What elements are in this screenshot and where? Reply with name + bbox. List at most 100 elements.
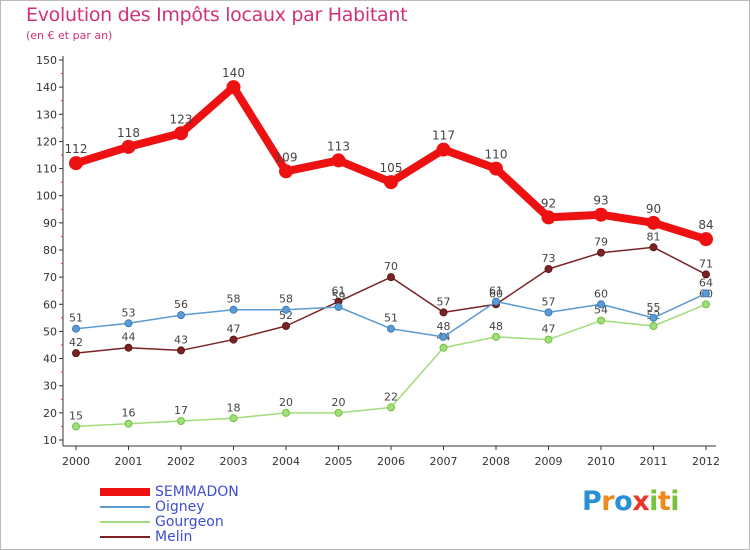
data-point [597,300,605,309]
y-tick-label: 20 [43,407,57,420]
data-point [334,408,343,417]
data-label: 20 [279,396,293,409]
data-label: 16 [122,407,136,420]
x-tick-label: 2007 [430,455,458,468]
data-label: 90 [646,202,661,216]
data-label: 59 [332,290,346,303]
data-label: 73 [542,252,556,265]
data-point [177,346,185,355]
data-point [702,270,710,279]
x-tick-label: 2004 [272,455,300,468]
data-point [597,248,605,257]
data-point [541,210,556,225]
chart-title: Evolution des Impôts locaux par Habitant [26,4,408,26]
logo-letter: i [670,486,680,517]
data-label: 60 [489,287,503,300]
data-label: 58 [279,293,293,306]
data-label: 17 [174,404,188,417]
data-label: 110 [485,148,508,162]
data-label: 42 [69,336,83,349]
data-point [544,335,553,344]
data-label: 44 [122,331,136,344]
legend-swatch [100,521,150,523]
data-point [387,273,395,282]
data-point [649,243,658,252]
data-point [597,316,605,325]
data-point [124,319,133,328]
data-label: 84 [698,218,713,232]
x-tick-label: 2012 [692,455,720,468]
data-label: 54 [594,304,608,317]
data-point [439,308,448,317]
data-point [544,265,553,273]
x-tick-label: 2011 [640,455,668,468]
data-point [229,305,238,314]
data-point [174,126,188,141]
proxiti-logo: Proxiti [582,486,680,517]
data-label: 118 [117,126,140,140]
data-point [121,139,136,154]
data-label: 93 [593,194,608,208]
x-tick-label: 2008 [482,455,510,468]
x-tick-label: 2006 [377,455,405,468]
legend-label: SEMMADON [155,484,239,500]
y-tick-label: 80 [43,244,57,257]
data-point [282,408,290,417]
data-point [702,289,710,298]
data-label: 47 [542,323,556,336]
data-label: 112 [65,142,88,156]
data-point [229,335,238,344]
data-label: 57 [542,295,556,308]
data-point [649,313,658,322]
data-point [72,324,80,333]
y-tick-label: 70 [43,271,57,284]
logo-letter: o [614,486,633,517]
data-label: 92 [541,196,556,210]
x-tick-label: 2001 [115,455,143,468]
data-point [124,343,133,352]
data-point [177,311,185,320]
data-point [282,322,290,330]
data-label: 47 [227,323,241,336]
data-label: 55 [647,301,661,314]
data-point [702,300,710,309]
y-tick-label: 130 [36,108,57,121]
data-point [492,297,500,306]
data-point [226,80,241,95]
data-point [124,419,133,428]
data-label: 70 [384,260,398,273]
data-label: 71 [699,257,713,270]
data-point [279,164,293,179]
y-tick-label: 150 [36,54,57,67]
data-label: 15 [69,409,83,422]
data-point [384,175,398,190]
data-point [387,403,395,412]
data-point [646,215,661,230]
y-tick-label: 140 [36,81,57,94]
x-tick-label: 2003 [220,455,248,468]
series-melin: 42 44 43 47 52 61 70 57 60 73 79 81 71 [69,230,713,358]
data-point [72,422,80,431]
data-label: 51 [69,312,83,325]
data-label: 123 [170,112,193,126]
logo-letter: t [657,486,671,517]
data-label: 105 [380,161,403,175]
data-label: 57 [437,295,451,308]
data-point [334,303,343,311]
data-point [594,207,608,222]
data-label: 61 [332,285,346,298]
data-label: 22 [384,390,398,403]
x-tick-label: 2005 [325,455,353,468]
data-label: 53 [122,306,136,319]
data-point [439,332,448,341]
data-point [544,308,553,317]
data-label: 52 [279,309,293,322]
data-point [439,343,448,352]
data-label: 79 [594,236,608,249]
series-oigney: 51 53 56 58 58 59 51 48 61 57 60 55 64 [69,276,713,341]
y-tick-label: 110 [36,163,57,176]
y-tick-label: 60 [43,298,57,311]
x-tick-label: 2000 [62,455,90,468]
logo-letter: r [601,486,615,517]
